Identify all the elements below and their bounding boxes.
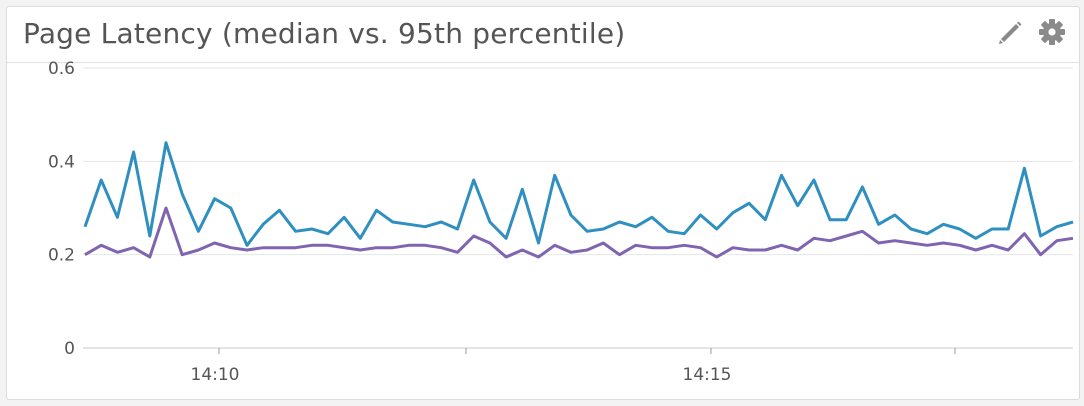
pencil-icon[interactable] (995, 17, 1025, 47)
chart-panel: Page Latency (median vs. 95th percentile… (6, 6, 1080, 400)
panel-title: Page Latency (median vs. 95th percentile… (23, 17, 626, 50)
y-tick-label: 0.4 (48, 152, 75, 172)
y-tick-label: 0.2 (48, 246, 75, 266)
series-line-1 (84, 206, 1074, 259)
gear-icon[interactable] (1037, 17, 1067, 47)
y-tick-label: 0.6 (48, 59, 75, 79)
x-tick-label: 14:15 (683, 365, 732, 385)
header-divider (7, 62, 1079, 63)
y-tick-label: 0 (64, 339, 75, 359)
latency-chart: 0 0.2 0.4 0.6 14:10 14:15 (48, 59, 1074, 385)
series-line-0 (83, 141, 1074, 247)
x-tick-label: 14:10 (191, 365, 240, 385)
